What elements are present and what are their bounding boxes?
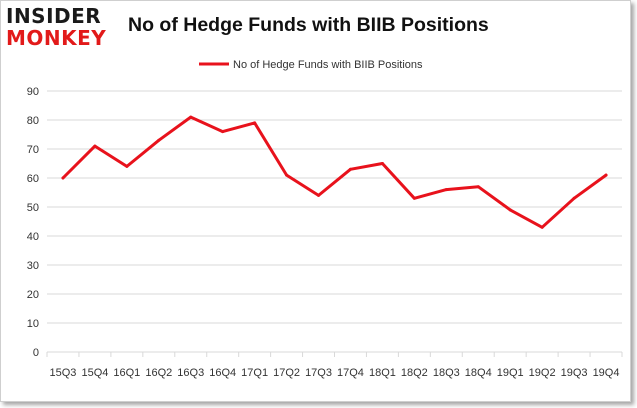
x-tick-label: 16Q1 (113, 367, 140, 379)
x-tick-label: 17Q1 (241, 367, 268, 379)
x-tick-label: 18Q1 (369, 367, 396, 379)
chart-title: No of Hedge Funds with BIIB Positions (128, 14, 489, 36)
x-tick-label: 17Q2 (273, 367, 300, 379)
data-point (508, 208, 512, 212)
y-tick-label: 70 (27, 144, 39, 156)
data-point (380, 162, 384, 165)
data-point (604, 173, 608, 177)
y-tick-label: 40 (27, 231, 39, 243)
y-tick-label: 50 (27, 202, 39, 214)
logo-text-monkey: MONKEY (6, 26, 107, 50)
x-tick-label: 16Q2 (145, 367, 172, 379)
insider-monkey-logo: INSIDER MONKEY (6, 6, 106, 48)
data-point (412, 196, 416, 200)
x-tick-label: 19Q1 (497, 367, 524, 379)
x-tick-label: 15Q4 (81, 367, 108, 379)
data-point (157, 138, 161, 142)
x-tick-label: 19Q2 (529, 367, 556, 379)
y-tick-label: 20 (27, 289, 39, 301)
data-point (125, 164, 129, 168)
data-point (348, 167, 352, 171)
x-tick-label: 15Q3 (50, 367, 77, 379)
legend-label: No of Hedge Funds with BIIB Positions (233, 59, 423, 71)
x-tick-label: 16Q4 (209, 367, 236, 379)
x-axis-ticks: 15Q3 15Q4 16Q1 16Q2 16Q3 16Q4 17Q1 17Q2 17Q3 17Q4… (50, 367, 620, 379)
series-layer (61, 115, 608, 229)
legend: No of Hedge Funds with BIIB Positions (199, 59, 423, 71)
y-tick-label: 90 (27, 86, 39, 98)
x-tick-label: 19Q3 (561, 367, 588, 379)
data-point (476, 185, 480, 189)
y-tick-label: 60 (27, 173, 39, 185)
data-point (253, 121, 257, 125)
x-tick-label: 18Q3 (433, 367, 460, 379)
y-tick-label: 30 (27, 260, 39, 272)
data-point (572, 196, 576, 200)
data-point (317, 193, 321, 197)
x-tick-label: 18Q4 (465, 367, 492, 379)
y-tick-label: 10 (27, 318, 39, 330)
data-point (61, 176, 65, 180)
y-axis-ticks: 0 10 20 30 40 50 60 70 80 90 (27, 86, 39, 359)
series-line-0 (61, 115, 608, 229)
data-point (444, 188, 448, 192)
x-tick-label: 19Q4 (593, 367, 620, 379)
grid-layer (46, 90, 623, 357)
x-tick-label: 17Q3 (305, 367, 332, 379)
data-point (285, 173, 289, 177)
data-point (93, 144, 97, 148)
x-tick-label: 17Q4 (337, 367, 364, 379)
y-tick-label: 80 (27, 115, 39, 127)
data-point (189, 115, 193, 119)
y-tick-label: 0 (33, 347, 39, 359)
data-point (221, 130, 225, 134)
chart-frame (0, 0, 631, 402)
x-tick-label: 18Q2 (401, 367, 428, 379)
data-point (540, 225, 544, 229)
x-tick-label: 16Q3 (177, 367, 204, 379)
logo-text-insider: INSIDER (6, 4, 102, 28)
